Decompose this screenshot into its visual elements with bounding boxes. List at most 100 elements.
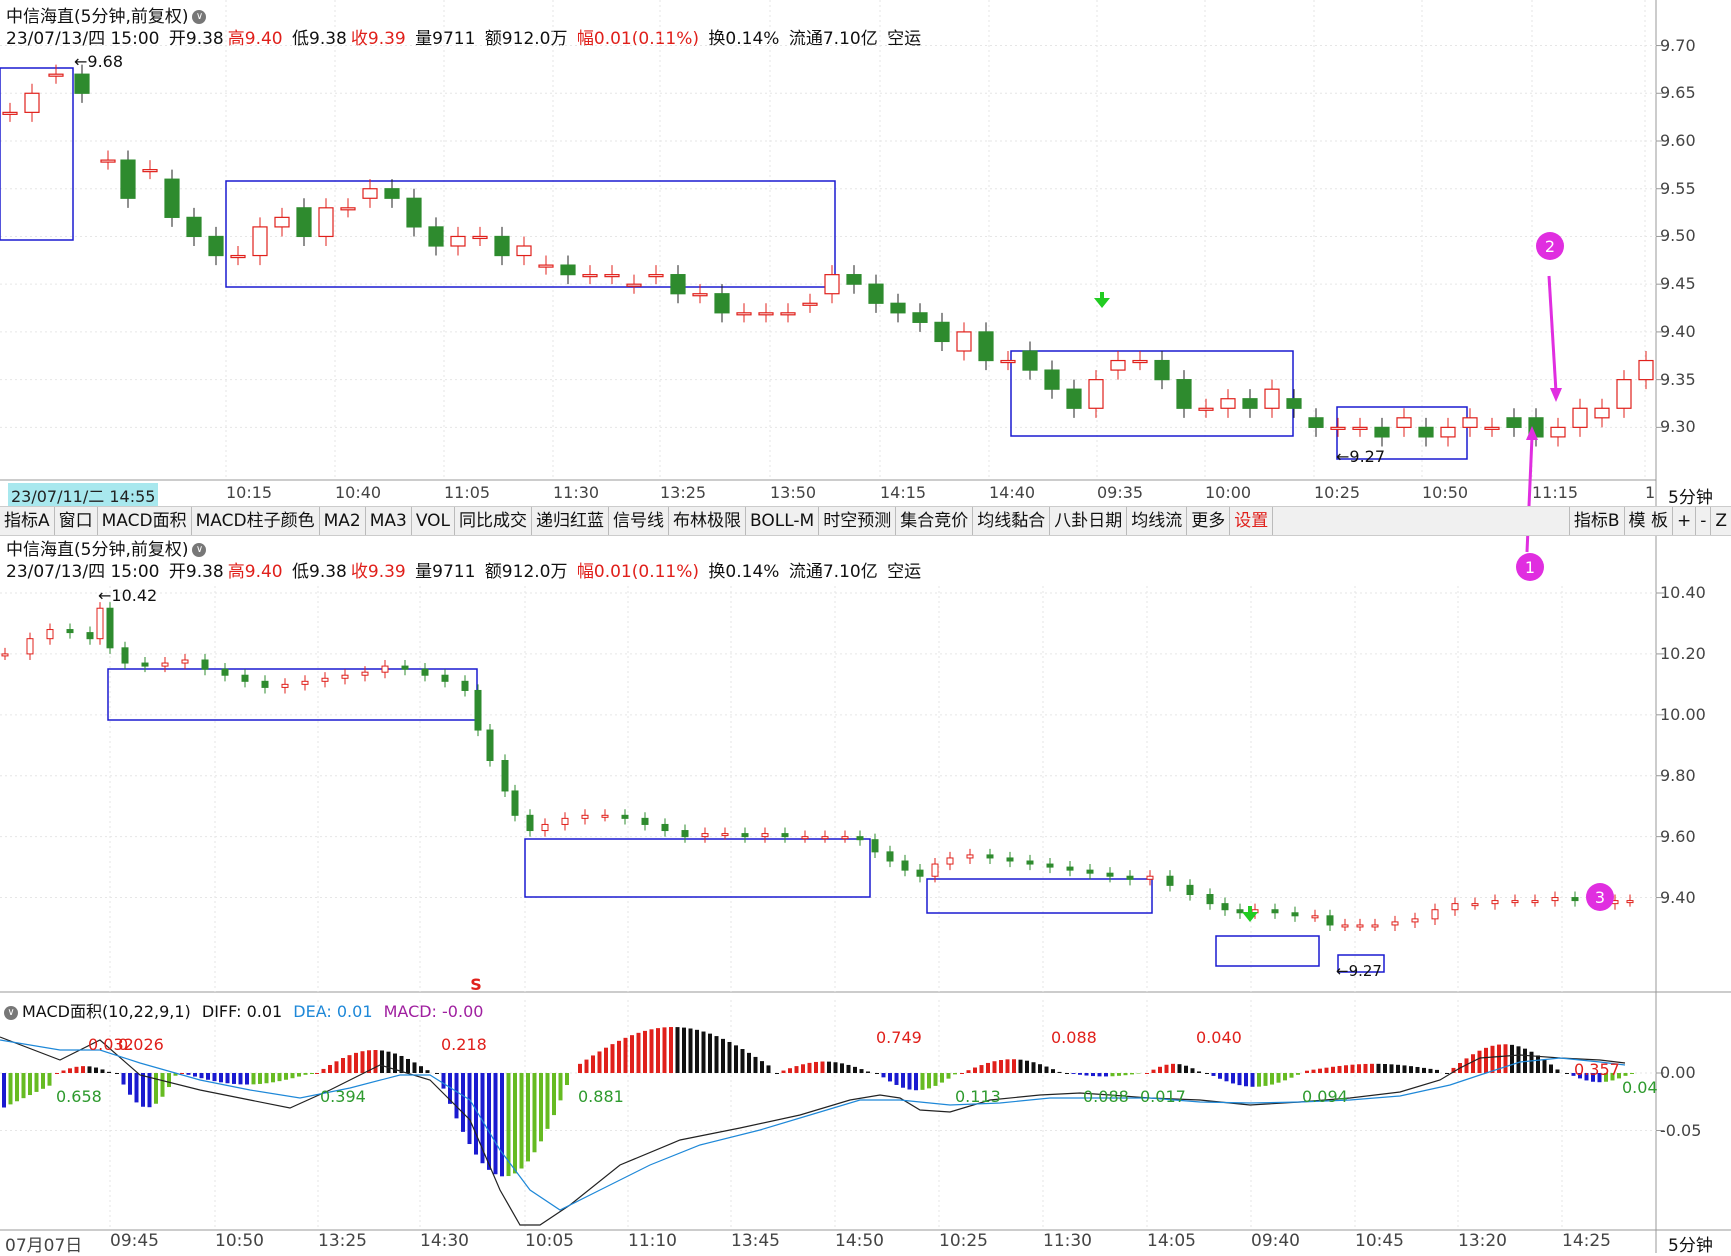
macd-bar: [386, 1051, 391, 1073]
macd-bar: [1097, 1073, 1102, 1077]
x-tick-label: 13:25: [660, 483, 707, 502]
macd-bar: [360, 1051, 365, 1073]
panel2-candles: [1, 602, 1634, 932]
candle-body: [741, 833, 749, 838]
candle-body: [868, 283, 884, 304]
chevron-down-icon[interactable]: ∨: [192, 543, 207, 557]
macd-bar: [1263, 1073, 1268, 1086]
toolbar-item-10[interactable]: 布林极限: [669, 507, 747, 535]
candle-body: [721, 833, 729, 837]
toolbar-right-item-4[interactable]: Z: [1710, 507, 1731, 535]
toolbar-item-8[interactable]: 递归红蓝: [532, 507, 610, 535]
candle-body: [1471, 903, 1479, 907]
toolbar-item-6[interactable]: VOL: [412, 507, 456, 535]
macd-bar: [277, 1073, 282, 1082]
macd-bar: [1383, 1064, 1387, 1073]
toolbar-item-16[interactable]: 均线流: [1127, 507, 1188, 535]
x-start-label: 23/07/11/二 14:55: [8, 483, 159, 507]
candle-body: [701, 833, 709, 838]
candle-body: [714, 293, 730, 314]
toolbar-item-13[interactable]: 集合竞价: [896, 507, 974, 535]
toolbar-item-7[interactable]: 同比成交: [455, 507, 533, 535]
candle-body: [824, 274, 840, 295]
macd-bar: [656, 1028, 660, 1073]
toolbar-item-0[interactable]: 指标A: [0, 507, 55, 535]
y-tick-label: -0.05: [1660, 1120, 1702, 1140]
macd-bar: [107, 1071, 111, 1073]
toolbar-item-18[interactable]: 设置: [1230, 507, 1274, 535]
consolidation-box: [926, 878, 1153, 914]
macd-bar: [1018, 1059, 1023, 1073]
candle-body: [670, 274, 686, 295]
candle-body: [86, 632, 94, 640]
macd-peak-label: 0.032: [88, 1035, 134, 1054]
toolbar-right-item-3[interactable]: -: [1695, 507, 1710, 535]
candle-body: [1462, 417, 1478, 428]
period-label[interactable]: 5分钟: [1668, 488, 1713, 508]
macd-peak-label: 0.357: [1574, 1060, 1620, 1079]
macd-bar: [487, 1073, 491, 1170]
macd-bar: [435, 1073, 439, 1074]
toolbar-item-2[interactable]: MACD面积: [98, 507, 192, 535]
macd-bar: [55, 1073, 59, 1074]
toolbar-right-item-0[interactable]: 指标B: [1568, 507, 1624, 535]
candle-body: [1220, 398, 1236, 409]
macd-bar: [1630, 1073, 1634, 1074]
toolbar-item-12[interactable]: 时空预测: [819, 507, 897, 535]
macd-bar: [1044, 1066, 1049, 1073]
candle-body: [1, 653, 9, 657]
x-tick-label: 09:35: [1097, 483, 1144, 502]
macd-bar: [15, 1073, 19, 1102]
candle-body: [1026, 860, 1034, 865]
toolbar-item-11[interactable]: BOLL-M: [746, 507, 820, 535]
dea-line: [0, 1039, 1626, 1211]
toolbar-item-15[interactable]: 八卦日期: [1050, 507, 1128, 535]
candle-body: [582, 274, 598, 278]
toolbar-right-item-1[interactable]: 模 板: [1623, 507, 1672, 535]
candle-body: [641, 817, 649, 825]
chevron-down-icon[interactable]: ∨: [4, 1005, 18, 1020]
candle-body: [604, 274, 620, 278]
annotation-label-1: 1: [1525, 558, 1535, 577]
macd-bar: [1211, 1073, 1216, 1076]
info-low: 低9.38: [292, 562, 347, 582]
toolbar-item-1[interactable]: 窗口: [55, 507, 98, 535]
macd-bar: [206, 1073, 210, 1080]
candle-body: [441, 674, 449, 682]
chevron-down-icon[interactable]: ∨: [192, 10, 207, 24]
candle-body: [274, 216, 290, 228]
high-price-label: ←9.68: [74, 52, 124, 71]
macd-bar: [1123, 1073, 1128, 1076]
toolbar-item-5[interactable]: MA3: [366, 507, 412, 535]
toolbar-item-9[interactable]: 信号线: [609, 507, 670, 535]
macd-bar: [1350, 1064, 1355, 1073]
candle-body: [221, 668, 229, 676]
macd-bar: [578, 1063, 582, 1073]
candle-body: [181, 659, 189, 664]
toolbar-right-item-2[interactable]: +: [1671, 507, 1695, 535]
macd-bar: [901, 1073, 905, 1088]
candle-body: [1431, 909, 1439, 920]
toolbar-item-14[interactable]: 均线黏合: [973, 507, 1051, 535]
macd-bar: [519, 1073, 524, 1169]
x-tick-label: 14:05: [1147, 1231, 1196, 1251]
macd-bar: [1171, 1063, 1175, 1073]
toolbar-item-17[interactable]: 更多: [1187, 507, 1231, 535]
info-change: 幅0.01(0.11%): [576, 562, 700, 582]
candle-body: [1311, 915, 1319, 919]
candle-body: [24, 92, 40, 113]
macd-bar: [827, 1061, 831, 1073]
candle-body: [486, 729, 494, 762]
toolbar-item-4[interactable]: MA2: [320, 507, 366, 535]
candle-body: [340, 207, 356, 211]
toolbar-item-3[interactable]: MACD柱子颜色: [192, 507, 320, 535]
x-tick-label: 10:50: [215, 1231, 264, 1251]
period-label[interactable]: 5分钟: [1668, 1236, 1713, 1256]
candle-body: [758, 312, 774, 316]
macd-bar: [1451, 1067, 1456, 1073]
macd-peak-label: 0.088: [1051, 1028, 1097, 1047]
candle-body: [384, 188, 400, 199]
macd-grid: [0, 1072, 1664, 1131]
macd-bar: [807, 1062, 812, 1073]
